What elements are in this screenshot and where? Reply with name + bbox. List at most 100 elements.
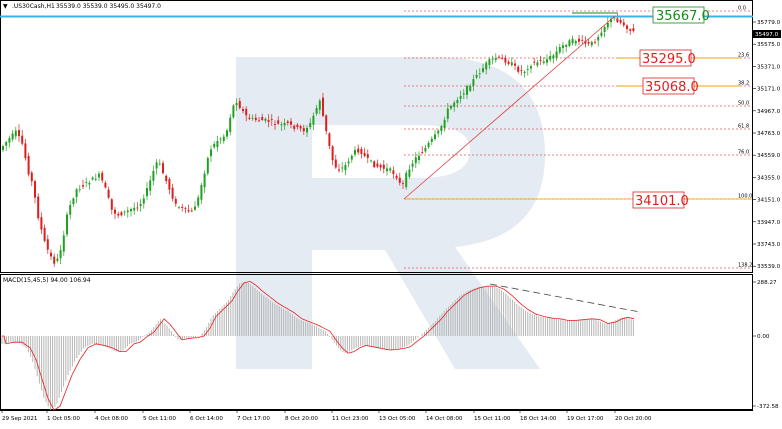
broker-logo-watermark: [236, 57, 545, 369]
candle-body: [184, 207, 187, 209]
indicator-panel[interactable]: [0, 274, 753, 410]
time-tick-label: 4 Oct 08:00: [95, 416, 128, 422]
candle-body: [344, 164, 347, 171]
candle-body: [66, 214, 68, 235]
candle-body: [578, 38, 580, 42]
price-tick-label: 35575.0: [757, 42, 781, 48]
price-tick-label: 35171.0: [757, 87, 781, 93]
fib-price-label-1[interactable]: 35295.0: [618, 49, 740, 67]
candle-body: [178, 207, 180, 209]
candle-body: [440, 126, 443, 131]
candle-body: [478, 73, 481, 75]
chart-header: ▼ .US30Cash,H1 35539.0 35539.0 35495.0 3…: [3, 3, 161, 10]
candle-body: [574, 41, 577, 44]
price-tick-label: 34763.0: [757, 131, 781, 137]
candle-body: [622, 22, 625, 26]
candle-body: [24, 143, 27, 159]
candle-body: [619, 19, 622, 23]
candle-body: [430, 138, 433, 142]
candle-body: [72, 198, 75, 205]
time-tick-label: 11 Oct 23:00: [332, 416, 369, 422]
candle-body: [392, 170, 395, 175]
candle-body: [334, 159, 337, 168]
macd-tick-label: 0.00: [757, 334, 770, 340]
candle-body: [328, 133, 331, 146]
candle-body: [581, 39, 584, 41]
candle-body: [293, 125, 296, 129]
candle-body: [363, 152, 366, 156]
fib-level-label: 61.8: [738, 124, 749, 130]
candle-body: [552, 55, 555, 59]
candle-body: [533, 61, 536, 63]
candle-body: [302, 128, 305, 132]
candle-body: [50, 252, 52, 257]
menu-arrow-icon[interactable]: ▼: [3, 3, 8, 10]
candle-body: [5, 142, 8, 146]
time-tick-label: 6 Oct 14:00: [190, 416, 223, 422]
candle-body: [469, 85, 472, 91]
price-tick-label: 34355.0: [757, 175, 781, 181]
candle-body: [248, 117, 251, 119]
candle-body: [264, 118, 267, 121]
fib-trend-line[interactable]: [403, 15, 616, 200]
candle-body: [59, 250, 62, 259]
svg-text:35068.0: 35068.0: [645, 80, 699, 95]
candle-body: [546, 59, 548, 63]
fib-level-label: 23.6: [738, 53, 749, 59]
candle-body: [267, 119, 270, 122]
time-tick-label: 13 Oct 05:00: [379, 416, 416, 422]
candle-body: [309, 123, 312, 128]
candle-body: [146, 188, 148, 197]
candle-body: [43, 227, 46, 241]
candle-body: [341, 167, 344, 169]
candle-body: [133, 207, 136, 211]
svg-text:35295.0: 35295.0: [642, 52, 696, 67]
candle-body: [82, 185, 84, 187]
candle-body: [558, 47, 561, 53]
candle-body: [91, 177, 94, 180]
symbol-title: .US30Cash,H1: [12, 3, 55, 10]
candle-body: [226, 130, 228, 137]
candle-body: [139, 204, 142, 207]
candle-body: [197, 197, 200, 206]
candle-body: [110, 199, 113, 210]
price-tick-label: 34559.0: [757, 153, 781, 159]
candle-body: [274, 124, 276, 125]
price-tick-label: 33743.0: [757, 242, 781, 248]
candle-body: [411, 163, 414, 167]
candle-body: [389, 168, 392, 171]
candle-body: [286, 121, 289, 123]
candle-body: [277, 120, 280, 124]
candle-body: [114, 209, 116, 214]
fib-price-label-0[interactable]: 35667.0: [652, 6, 710, 24]
fib-level-label: 0.0: [738, 6, 746, 12]
candle-body: [568, 40, 571, 47]
main-chart-panel[interactable]: [0, 0, 753, 273]
candle-body: [238, 101, 241, 109]
fib-level-label: 100.0: [738, 194, 752, 200]
candle-body: [386, 168, 388, 172]
fib-price-label-2[interactable]: 35068.0: [618, 77, 740, 95]
fib-price-label-3[interactable]: 34101.0: [632, 191, 689, 209]
divergence-line[interactable]: [489, 283, 641, 313]
candle-body: [254, 117, 257, 121]
candle-body: [312, 115, 315, 125]
fib-level-label: 138.2: [738, 263, 752, 269]
candle-body: [98, 173, 100, 178]
candle-body: [46, 239, 49, 250]
candle-body: [85, 182, 88, 183]
candle-body: [117, 213, 120, 216]
candle-body: [357, 148, 360, 153]
macd-signal-line: [2, 280, 635, 411]
candle-body: [402, 182, 404, 184]
time-tick-label: 20 Oct 20:00: [615, 416, 652, 422]
macd-tick-label: 288.27: [757, 280, 777, 286]
candle-body: [562, 45, 564, 48]
candle-body: [418, 155, 420, 161]
candle-body: [69, 204, 72, 215]
candle-body: [8, 138, 11, 143]
candle-body: [136, 207, 139, 209]
time-tick-label: 29 Sep 2021: [2, 416, 38, 422]
candle-body: [626, 25, 628, 29]
ohlc-values: 35539.0 35539.0 35495.0 35497.0: [56, 3, 161, 10]
